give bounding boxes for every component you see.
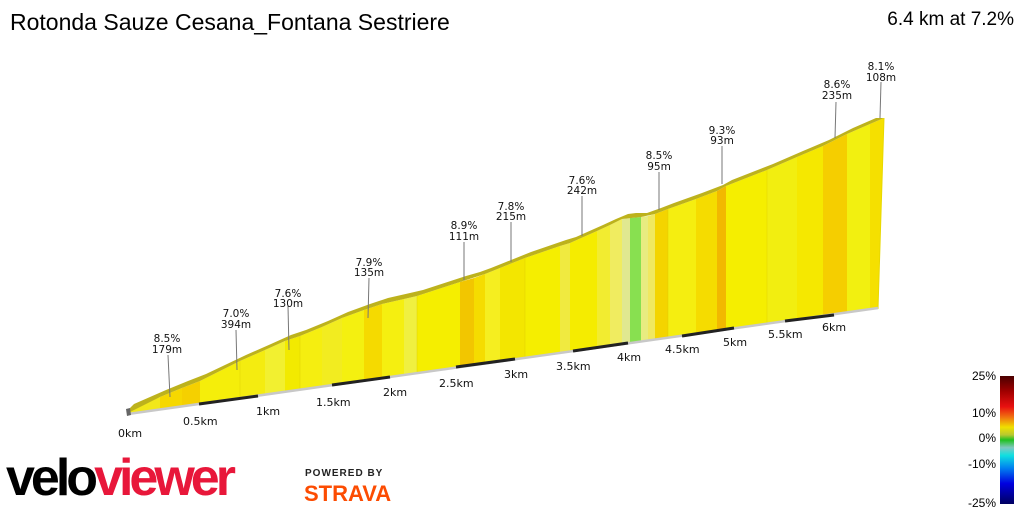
annotation-length: 215m (496, 211, 526, 223)
powered-by-label: POWERED BY (305, 468, 384, 479)
annotation-length: 95m (647, 161, 671, 173)
annotation-gradient: 7.8% (498, 201, 525, 213)
annotation-length: 179m (152, 344, 182, 356)
annotation-length: 130m (273, 298, 303, 310)
annotation-length: 108m (866, 72, 896, 84)
tick-3km: 3km (504, 368, 528, 381)
legend-min: -25% (967, 496, 996, 510)
tick-3-5km: 3.5km (556, 360, 591, 373)
page-title: Rotonda Sauze Cesana_Fontana Sestriere (10, 9, 450, 35)
tick-6km: 6km (822, 321, 846, 334)
annotation-gradient: 7.9% (356, 257, 383, 269)
x-axis-tick-labels: 0km 0.5km 1km 1.5km 2km 2.5km 3km 3.5km … (118, 321, 846, 440)
annotation-length: 135m (354, 267, 384, 279)
veloviewer-logo: veloviewer (6, 449, 236, 507)
climb-summary: 6.4 km at 7.2% (887, 9, 1014, 30)
annotation-gradient: 8.5% (646, 150, 673, 162)
profile-segments (128, 118, 884, 413)
tick-1km: 1km (256, 405, 280, 418)
annotation-gradient: 8.6% (824, 79, 851, 91)
tick-0km: 0km (118, 427, 142, 440)
legend-low: -10% (967, 457, 996, 471)
color-scale-bar (1000, 376, 1014, 504)
tick-5-5km: 5.5km (768, 328, 803, 341)
legend-max: 25% (971, 369, 996, 383)
logo-viewer: viewer (94, 449, 236, 507)
annotation-length: 111m (449, 231, 479, 243)
tick-4-5km: 4.5km (665, 343, 700, 356)
annotation-gradient: 7.6% (275, 288, 302, 300)
legend-high: 10% (971, 406, 996, 420)
tick-2-5km: 2.5km (439, 377, 474, 390)
annotation-length: 242m (567, 185, 597, 197)
tick-5km: 5km (723, 336, 747, 349)
logo-velo: velo (6, 449, 98, 507)
annotation-length: 93m (710, 135, 734, 147)
annotation-gradient: 7.6% (569, 175, 596, 187)
annotation-length: 394m (221, 319, 251, 331)
gradient-color-legend: 25% 10% 0% -10% -25% (960, 369, 1024, 512)
annotation-gradient: 9.3% (709, 125, 736, 137)
profile-end-edge (877, 117, 885, 310)
segment-dividers (239, 170, 768, 398)
annotation-gradient: 8.1% (868, 61, 895, 73)
tick-2km: 2km (383, 386, 407, 399)
tick-0-5km: 0.5km (183, 415, 218, 428)
segment-annotations: 8.5% 179m 7.0% 394m 7.6% 130m 7.9% 135m … (152, 61, 896, 356)
profile-top-face (128, 118, 884, 413)
annotation-length: 235m (822, 90, 852, 102)
distance-axis (126, 306, 879, 416)
strava-logo: STRAVA (304, 481, 392, 506)
legend-zero: 0% (978, 431, 996, 445)
tick-1-5km: 1.5km (316, 396, 351, 409)
annotation-gradient: 7.0% (223, 308, 250, 320)
annotation-leaders (167, 81, 882, 398)
annotation-gradient: 8.5% (154, 333, 181, 345)
tick-4km: 4km (617, 351, 641, 364)
annotation-gradient: 8.9% (451, 220, 478, 232)
